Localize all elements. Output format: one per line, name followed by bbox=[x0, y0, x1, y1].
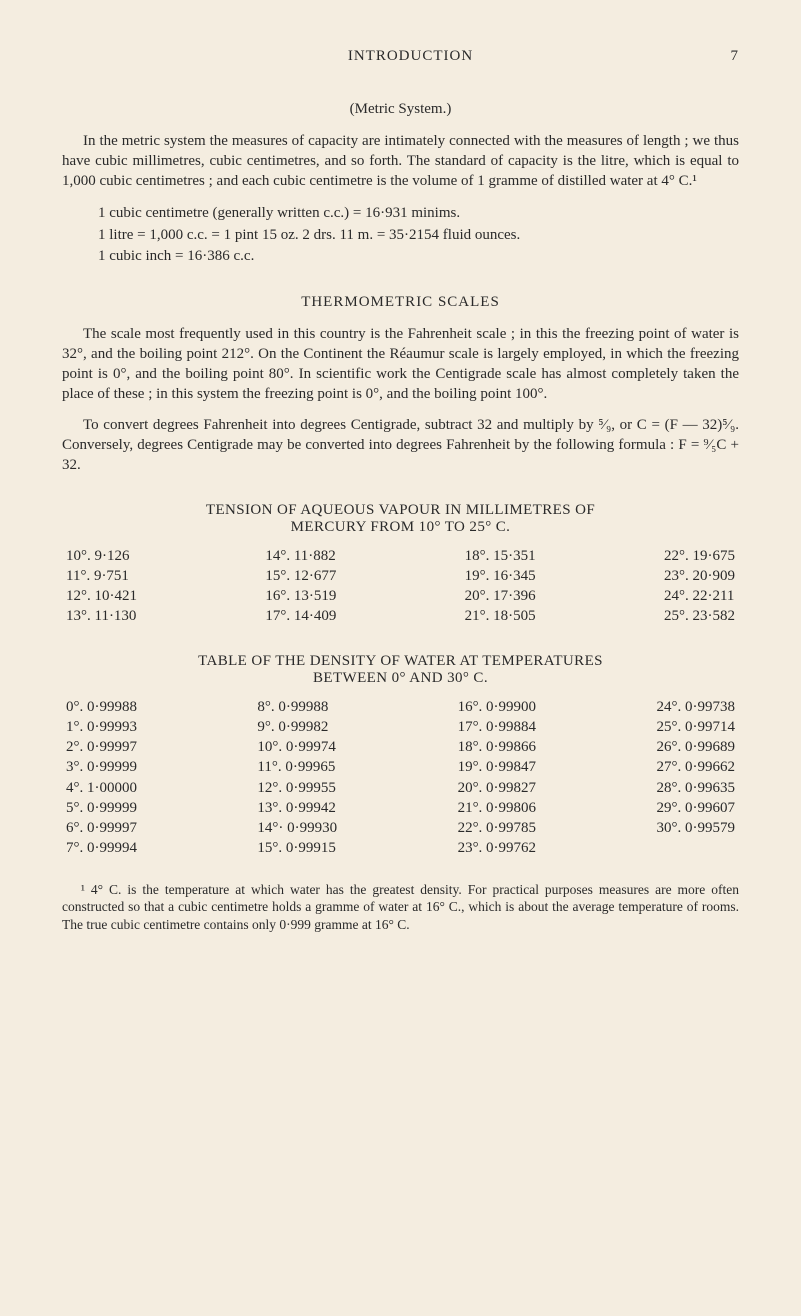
thermo-para2: To convert degrees Fahrenheit into degre… bbox=[62, 416, 739, 475]
density-col: 8°. 0·99988 9°. 0·99982 10°. 0·99974 11°… bbox=[257, 697, 337, 859]
density-cell: 29°. 0·99607 bbox=[656, 798, 735, 818]
tension-cell: 15°. 12·677 bbox=[265, 566, 336, 586]
conv-line: 1 cubic centimetre (generally written c.… bbox=[98, 203, 739, 223]
footnote: ¹ 4° C. is the temperature at which wate… bbox=[62, 881, 739, 934]
tension-col: 18°. 15·351 19°. 16·345 20°. 17·396 21°.… bbox=[465, 546, 536, 627]
density-cell: 17°. 0·99884 bbox=[458, 717, 537, 737]
tension-cell: 19°. 16·345 bbox=[465, 566, 536, 586]
conv-line: 1 cubic inch = 16·386 c.c. bbox=[98, 246, 739, 266]
density-cell: 1°. 0·99993 bbox=[66, 717, 137, 737]
metric-para: In the metric system the measures of cap… bbox=[62, 132, 739, 191]
density-cell: 9°. 0·99982 bbox=[257, 717, 337, 737]
tension-title-line2: MERCURY FROM 10° TO 25° C. bbox=[291, 519, 511, 535]
tension-cell: 11°. 9·751 bbox=[66, 566, 137, 586]
density-title-line1: TABLE OF THE DENSITY OF WATER AT TEMPERA… bbox=[198, 653, 603, 669]
density-cell: 30°. 0·99579 bbox=[656, 818, 735, 838]
density-cell: 11°. 0·99965 bbox=[257, 757, 337, 777]
density-cell: 10°. 0·99974 bbox=[257, 737, 337, 757]
tension-cell: 17°. 14·409 bbox=[265, 606, 336, 626]
density-cell: 20°. 0·99827 bbox=[458, 778, 537, 798]
tension-cell: 14°. 11·882 bbox=[265, 546, 336, 566]
density-title: TABLE OF THE DENSITY OF WATER AT TEMPERA… bbox=[62, 653, 739, 687]
density-col: 16°. 0·99900 17°. 0·99884 18°. 0·99866 1… bbox=[458, 697, 537, 859]
tension-cell: 10°. 9·126 bbox=[66, 546, 137, 566]
density-cell: 23°. 0·99762 bbox=[458, 838, 537, 858]
density-col: 24°. 0·99738 25°. 0·99714 26°. 0·99689 2… bbox=[656, 697, 735, 859]
density-cell: 5°. 0·99999 bbox=[66, 798, 137, 818]
density-title-line2: BETWEEN 0° AND 30° C. bbox=[313, 670, 488, 686]
density-cell: 19°. 0·99847 bbox=[458, 757, 537, 777]
density-col: 0°. 0·99988 1°. 0·99993 2°. 0·99997 3°. … bbox=[66, 697, 137, 859]
tension-cell: 22°. 19·675 bbox=[664, 546, 735, 566]
metric-conversions: 1 cubic centimetre (generally written c.… bbox=[98, 203, 739, 266]
density-cell: 24°. 0·99738 bbox=[656, 697, 735, 717]
tension-cell: 16°. 13·519 bbox=[265, 586, 336, 606]
thermo-title: THERMOMETRIC SCALES bbox=[62, 294, 739, 311]
density-cell: 28°. 0·99635 bbox=[656, 778, 735, 798]
tension-table: 10°. 9·126 11°. 9·751 12°. 10·421 13°. 1… bbox=[66, 546, 735, 627]
tension-cell: 24°. 22·211 bbox=[664, 586, 735, 606]
density-cell: 8°. 0·99988 bbox=[257, 697, 337, 717]
density-cell: 18°. 0·99866 bbox=[458, 737, 537, 757]
tension-cell: 13°. 11·130 bbox=[66, 606, 137, 626]
tension-col: 14°. 11·882 15°. 12·677 16°. 13·519 17°.… bbox=[265, 546, 336, 627]
density-cell: 21°. 0·99806 bbox=[458, 798, 537, 818]
conv-line: 1 litre = 1,000 c.c. = 1 pint 15 oz. 2 d… bbox=[98, 225, 739, 245]
metric-subhead: (Metric System.) bbox=[62, 101, 739, 118]
density-cell: 0°. 0·99988 bbox=[66, 697, 137, 717]
running-title: INTRODUCTION bbox=[62, 48, 719, 65]
tension-col: 10°. 9·126 11°. 9·751 12°. 10·421 13°. 1… bbox=[66, 546, 137, 627]
thermo-para1: The scale most frequently used in this c… bbox=[62, 325, 739, 404]
density-cell: 22°. 0·99785 bbox=[458, 818, 537, 838]
tension-title: TENSION OF AQUEOUS VAPOUR IN MILLIMETRES… bbox=[62, 502, 739, 536]
page: INTRODUCTION 7 (Metric System.) In the m… bbox=[0, 0, 801, 1316]
density-cell: 14°· 0·99930 bbox=[257, 818, 337, 838]
tension-cell: 25°. 23·582 bbox=[664, 606, 735, 626]
tension-col: 22°. 19·675 23°. 20·909 24°. 22·211 25°.… bbox=[664, 546, 735, 627]
density-cell: 6°. 0·99997 bbox=[66, 818, 137, 838]
density-cell: 15°. 0·99915 bbox=[257, 838, 337, 858]
density-cell: 12°. 0·99955 bbox=[257, 778, 337, 798]
density-cell: 25°. 0·99714 bbox=[656, 717, 735, 737]
tension-cell: 18°. 15·351 bbox=[465, 546, 536, 566]
tension-title-line1: TENSION OF AQUEOUS VAPOUR IN MILLIMETRES… bbox=[206, 502, 595, 518]
density-table: 0°. 0·99988 1°. 0·99993 2°. 0·99997 3°. … bbox=[66, 697, 735, 859]
density-cell: 27°. 0·99662 bbox=[656, 757, 735, 777]
tension-cell: 20°. 17·396 bbox=[465, 586, 536, 606]
density-cell: 26°. 0·99689 bbox=[656, 737, 735, 757]
tension-cell: 21°. 18·505 bbox=[465, 606, 536, 626]
density-cell: 4°. 1·00000 bbox=[66, 778, 137, 798]
density-cell: 13°. 0·99942 bbox=[257, 798, 337, 818]
tension-cell: 23°. 20·909 bbox=[664, 566, 735, 586]
density-cell: 2°. 0·99997 bbox=[66, 737, 137, 757]
density-cell: 3°. 0·99999 bbox=[66, 757, 137, 777]
density-cell: 7°. 0·99994 bbox=[66, 838, 137, 858]
running-head: INTRODUCTION 7 bbox=[62, 48, 739, 65]
density-cell: 16°. 0·99900 bbox=[458, 697, 537, 717]
tension-cell: 12°. 10·421 bbox=[66, 586, 137, 606]
page-number: 7 bbox=[719, 48, 739, 65]
